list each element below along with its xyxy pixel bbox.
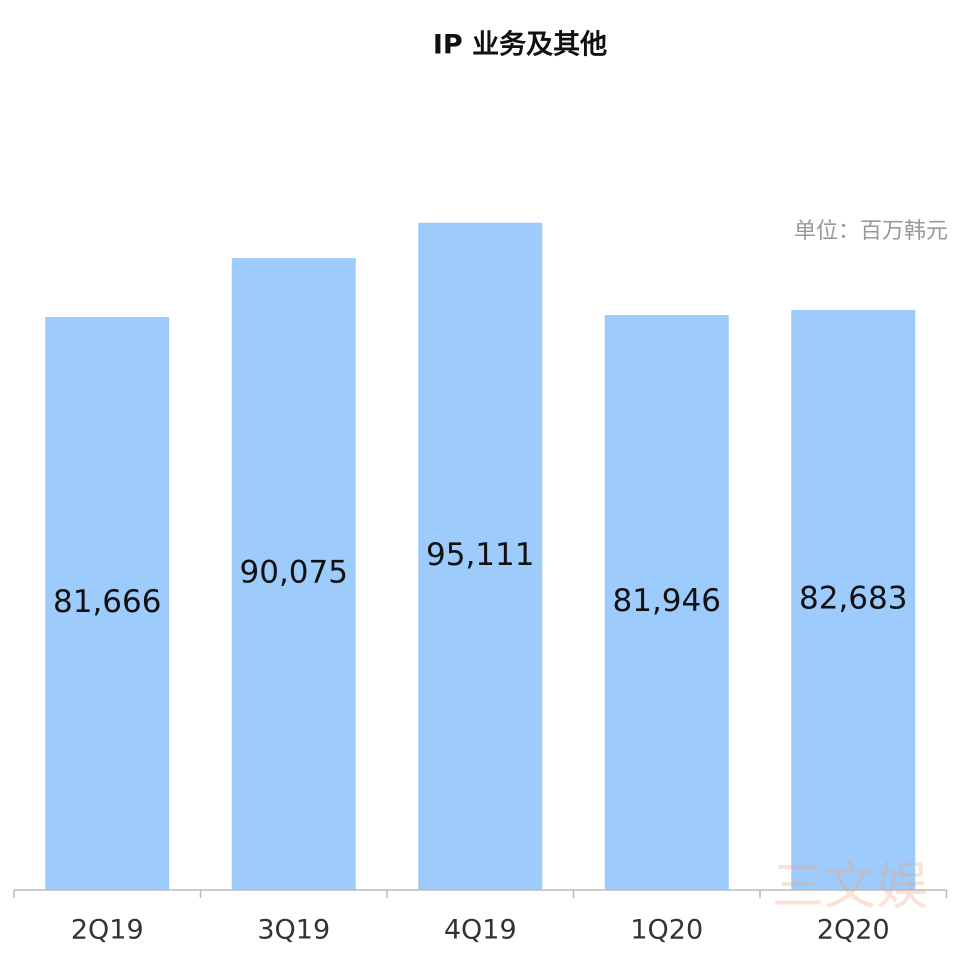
- x-tick-label: 2Q19: [71, 915, 144, 946]
- bar: [231, 258, 356, 890]
- x-tick-label: 2Q20: [817, 915, 890, 946]
- bar: [791, 309, 916, 890]
- watermark: 三文娱: [772, 857, 928, 917]
- value-label: 81,946: [613, 583, 721, 619]
- x-tick-label: 1Q20: [630, 915, 703, 946]
- chart-title: IP 业务及其他: [433, 30, 607, 61]
- value-label: 82,683: [799, 580, 907, 616]
- x-tick-label: 3Q19: [257, 915, 330, 946]
- bar: [45, 317, 170, 890]
- value-label: 81,666: [53, 584, 161, 620]
- value-label: 90,075: [240, 555, 348, 591]
- bar: [418, 222, 543, 890]
- unit-note: 单位：百万韩元: [794, 219, 948, 244]
- value-label: 95,111: [426, 537, 534, 573]
- bar: [604, 315, 729, 890]
- x-tick-label: 4Q19: [444, 915, 517, 946]
